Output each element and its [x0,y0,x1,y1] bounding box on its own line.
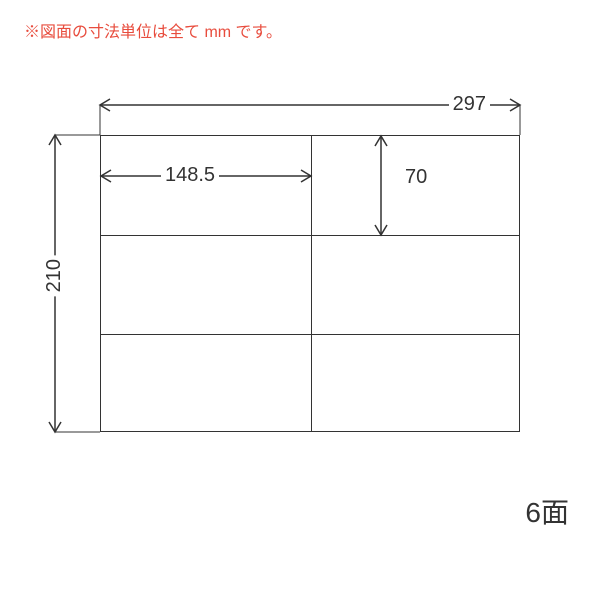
grid-vline [311,136,312,431]
dim-cell-width-label: 148.5 [161,164,219,187]
face-count-label: 6面 [525,491,569,531]
label-diagram: 297 148.5 70 210 [100,95,520,392]
grid-hline-1 [101,235,519,236]
label-sheet: 148.5 70 [100,135,520,432]
unit-note: ※図面の寸法単位は全て mm です。 [24,18,282,42]
dim-cell-height-line [371,136,391,235]
dim-total-width-label: 297 [449,93,490,116]
dim-cell-height-label: 70 [401,166,431,189]
dim-total-height-label: 210 [43,255,66,296]
grid-hline-2 [101,334,519,335]
